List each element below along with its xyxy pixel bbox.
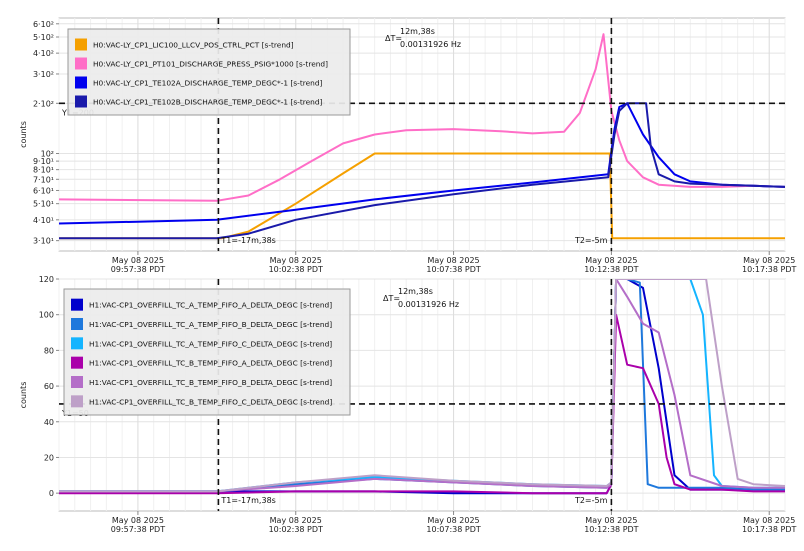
series-line-5 xyxy=(59,279,785,493)
top-chart-panel: 6·10² 5·10² 4·10² 3·10² 2·10² 10²9·10¹8·10¹7·… xyxy=(19,17,797,274)
legend-swatch xyxy=(75,57,87,70)
legend-swatch xyxy=(71,318,83,330)
x-tick-date: May 08 2025 xyxy=(585,256,637,265)
series-group xyxy=(59,279,785,495)
x-tick-date: May 08 2025 xyxy=(427,256,479,265)
legend-swatch xyxy=(75,95,87,108)
legend-entry: H1:VAC-CP1_OVERFILL_TC_A_TEMP_FIFO_A_DEL… xyxy=(89,301,332,310)
y-axis-label: counts xyxy=(19,121,28,148)
x-tick-date: May 08 2025 xyxy=(112,256,164,265)
y-tick-label: 100 xyxy=(39,311,54,320)
legend-swatch xyxy=(75,38,87,51)
legend-swatch xyxy=(75,76,87,89)
x-tick-date: May 08 2025 xyxy=(270,256,322,265)
y-tick-label: 9·10¹ xyxy=(33,157,54,166)
x-tick-time: 10:17:38 PDT xyxy=(742,265,796,274)
y-axis-label: counts xyxy=(19,382,28,409)
y-tick-label: 6·10² xyxy=(33,20,54,29)
legend-entry: H1:VAC-CP1_OVERFILL_TC_B_TEMP_FIFO_A_DEL… xyxy=(89,359,332,368)
x-tick-date: May 08 2025 xyxy=(270,516,322,525)
legend-entry: H0:VAC-LY_CP1_PT101_DISCHARGE_PRESS_PSIG… xyxy=(93,60,328,69)
x-tick-time: 09:57:38 PDT xyxy=(111,525,165,534)
y-tick-label: 120 xyxy=(39,275,54,284)
delta-t-label: ΔT= xyxy=(383,294,400,303)
legend-entry: H0:VAC-LY_CP1_TE102B_DISCHARGE_TEMP_DEGC… xyxy=(93,98,323,107)
x-tick-time: 09:57:38 PDT xyxy=(111,265,165,274)
y-tick-label: 20 xyxy=(44,453,54,462)
y-tick-label: 80 xyxy=(44,346,54,355)
x-tick-time: 10:12:38 PDT xyxy=(584,525,638,534)
legend-entry: H0:VAC-LY_CP1_TE102A_DISCHARGE_TEMP_DEGC… xyxy=(93,79,323,88)
y-tick-label: 60 xyxy=(44,382,54,391)
y-tick-label: 10² xyxy=(41,149,54,158)
x-tick-date: May 08 2025 xyxy=(427,516,479,525)
x-tick-time: 10:07:38 PDT xyxy=(426,525,480,534)
series-line-6 xyxy=(59,279,785,493)
y-tick-label: 8·10¹ xyxy=(33,166,54,175)
x-tick-time: 10:12:38 PDT xyxy=(584,265,638,274)
legend-entry: H1:VAC-CP1_OVERFILL_TC_B_TEMP_FIFO_B_DEL… xyxy=(89,378,332,387)
y-tick-label: 6·10¹ xyxy=(33,186,54,195)
x-tick-date: May 08 2025 xyxy=(585,516,637,525)
legend: H1:VAC-CP1_OVERFILL_TC_A_TEMP_FIFO_A_DEL… xyxy=(63,288,351,416)
legend-entry: H0:VAC-LY_CP1_LIC100_LLCV_POS_CTRL_PCT [… xyxy=(93,41,294,50)
delta-freq-value: 0.00131926 Hz xyxy=(398,300,459,309)
delta-t-label: ΔT= xyxy=(385,34,402,43)
cursor-t2-label: T2=-5m xyxy=(574,496,608,505)
legend-box xyxy=(63,288,351,416)
legend-swatch xyxy=(71,376,83,388)
series-line-3 xyxy=(59,279,785,493)
cursor-t1-label: T1=-17m,38s xyxy=(220,496,275,505)
y-tick-label: 5·10¹ xyxy=(33,200,54,209)
x-tick-time: 10:02:38 PDT xyxy=(269,525,323,534)
cursor-t2-label: T2=-5m xyxy=(574,236,608,245)
y-tick-label: 5·10² xyxy=(33,33,54,42)
legend: H0:VAC-LY_CP1_LIC100_LLCV_POS_CTRL_PCT [… xyxy=(67,28,351,116)
delta-t-value: 12m,38s xyxy=(398,287,433,296)
y-tick-label: 40 xyxy=(44,418,54,427)
y-tick-label: 4·10¹ xyxy=(33,216,54,225)
series-line-4 xyxy=(59,102,785,240)
y-tick-label: 4·10² xyxy=(33,49,54,58)
series-line-4 xyxy=(59,313,785,495)
x-tick-time: 10:07:38 PDT xyxy=(426,265,480,274)
x-tick-date: May 08 2025 xyxy=(743,516,795,525)
legend-entry: H1:VAC-CP1_OVERFILL_TC_A_TEMP_FIFO_B_DEL… xyxy=(89,320,332,329)
legend-swatch xyxy=(71,356,83,369)
y-tick-label: 3·10¹ xyxy=(33,237,54,246)
delta-freq-value: 0.00131926 Hz xyxy=(400,40,461,49)
legend-entry: H1:VAC-CP1_OVERFILL_TC_B_TEMP_FIFO_C_DEL… xyxy=(89,397,332,406)
y-tick-label: 7·10¹ xyxy=(33,175,54,184)
series-group xyxy=(59,33,785,240)
x-tick-date: May 08 2025 xyxy=(743,256,795,265)
y-tick-label: 3·10² xyxy=(33,70,54,79)
legend-entry: H1:VAC-CP1_OVERFILL_TC_A_TEMP_FIFO_C_DEL… xyxy=(89,339,332,348)
legend-swatch xyxy=(71,298,83,311)
x-tick-time: 10:17:38 PDT xyxy=(742,525,796,534)
legend-swatch xyxy=(71,395,83,408)
series-line-2 xyxy=(59,33,785,202)
legend-swatch xyxy=(71,337,83,350)
cursor-t1-label: T1=-17m,38s xyxy=(220,236,275,245)
x-tick-time: 10:02:38 PDT xyxy=(269,265,323,274)
legend-box xyxy=(67,28,351,116)
delta-t-value: 12m,38s xyxy=(400,27,435,36)
y-tick-label: 0 xyxy=(49,489,54,498)
y-tick-label: 2·10² xyxy=(33,99,54,108)
x-tick-date: May 08 2025 xyxy=(112,516,164,525)
